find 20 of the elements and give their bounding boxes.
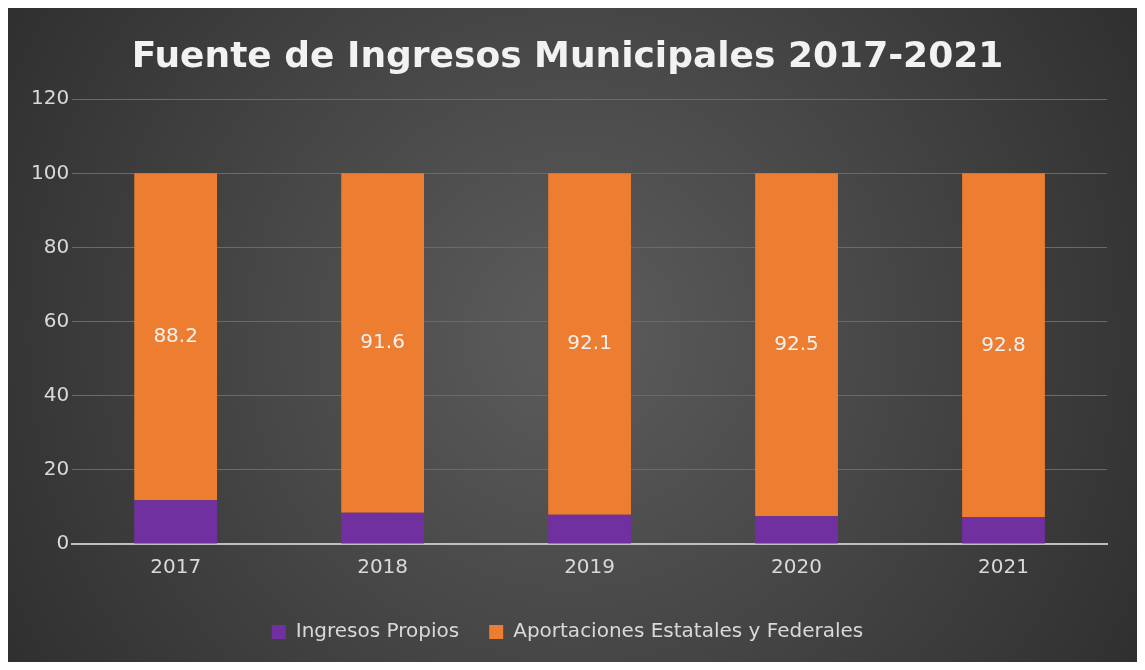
y-tick-label: 80 <box>43 233 70 258</box>
y-tick-label: 40 <box>43 381 70 406</box>
chart-title: Fuente de Ingresos Municipales 2017-2021 <box>131 33 1004 75</box>
data-label: 88.2 <box>153 323 198 347</box>
y-tick-label: 0 <box>56 530 70 555</box>
y-tick-label: 60 <box>43 307 70 332</box>
data-label: 92.1 <box>567 330 612 355</box>
y-tick-label: 120 <box>30 85 70 110</box>
x-tick-label: 2017 <box>150 554 202 579</box>
data-label: 92.5 <box>774 330 819 355</box>
y-tick-label: 20 <box>43 456 70 481</box>
legend-label: Ingresos Propios <box>295 618 460 643</box>
legend-label: Aportaciones Estatales y Federales <box>513 618 864 643</box>
x-tick-label: 2021 <box>978 554 1029 579</box>
x-tick-label: 2018 <box>357 554 409 579</box>
x-tick-label: 2020 <box>771 554 823 579</box>
data-label: 91.6 <box>360 329 405 354</box>
x-tick-label: 2019 <box>564 554 616 579</box>
data-label: 92.8 <box>981 331 1026 356</box>
y-tick-label: 100 <box>30 159 70 184</box>
